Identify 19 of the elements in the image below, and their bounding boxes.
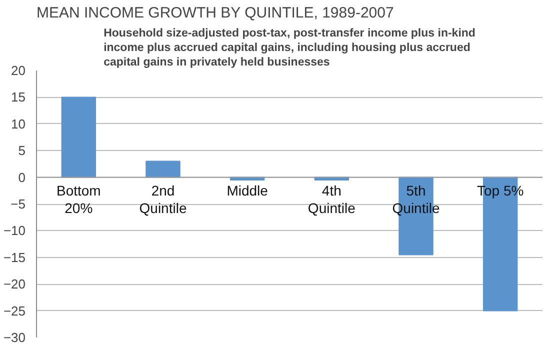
y-tick-label: 15 [11,90,26,105]
x-tick-label: 4th Quintile [308,182,356,216]
y-tick-label: −25 [3,303,26,318]
y-tick-label: −15 [3,250,26,265]
bar [146,160,180,178]
y-tick-label: 5 [18,143,26,158]
x-tick-label: Bottom 20% [56,182,101,216]
y-tick-label: 10 [11,116,26,132]
y-tick-label: −10 [3,223,26,238]
y-tick-label: 20 [11,63,26,78]
x-tick-label: 2nd Quintile [139,182,187,216]
y-tick-label: −30 [3,330,26,345]
x-tick-label: Middle [226,182,268,199]
y-tick-label: 0 [18,170,26,185]
y-tick-label: −5 [10,196,26,212]
y-tick-label: −20 [3,276,26,292]
chart-subtitle: Household size-adjusted post-tax, post-transfer income plus in-kind income plus accrued capital gains, including housing plus accrued capital gains in privately held businesses [104,28,476,68]
bar [61,96,96,178]
chart-title: MEAN INCOME GROWTH BY QUINTILE, 1989-2007 [36,4,394,22]
